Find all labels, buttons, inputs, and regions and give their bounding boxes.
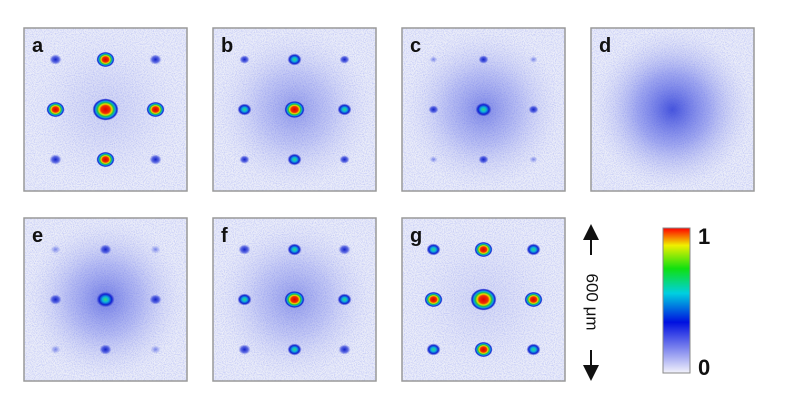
- panel-label: b: [221, 35, 233, 57]
- diffraction-spot: [96, 151, 115, 168]
- diffraction-spot: [46, 101, 65, 118]
- diffraction-spot: [287, 243, 302, 256]
- panel-frame: [212, 27, 377, 192]
- colorbar-min: 0: [698, 355, 710, 380]
- diffraction-spot: [238, 344, 251, 355]
- diffraction-spot: [284, 291, 305, 308]
- diffraction-spot: [238, 244, 251, 255]
- panel: b: [212, 27, 377, 192]
- diffraction-spot: [146, 101, 165, 118]
- panel: g: [401, 217, 566, 382]
- diffraction-spot: [426, 243, 441, 256]
- diffraction-spot: [237, 103, 252, 116]
- panel: f: [212, 217, 377, 382]
- diffraction-spot: [337, 293, 352, 306]
- diffraction-spot: [150, 245, 161, 254]
- scale-label: 600 μm: [583, 273, 602, 330]
- diffraction-spot: [239, 55, 250, 64]
- panel: c: [401, 27, 566, 192]
- colorbar-max: 1: [698, 224, 710, 249]
- diffraction-spot: [424, 291, 443, 308]
- diffraction-spot: [284, 101, 305, 118]
- diffraction-spot: [50, 345, 61, 354]
- diffraction-spot: [426, 343, 441, 356]
- colorbar: 1 0: [662, 224, 710, 380]
- diffraction-spot: [470, 288, 497, 311]
- colorbar-gradient: [662, 227, 691, 374]
- panel: d: [590, 27, 755, 192]
- diffraction-spot: [478, 155, 489, 164]
- panels: a b c d e f g: [23, 27, 755, 382]
- diffraction-spot: [428, 105, 439, 114]
- diffraction-spot: [524, 291, 543, 308]
- panel-label: g: [410, 225, 422, 247]
- diffraction-spot: [339, 55, 350, 64]
- diffraction-spot: [49, 294, 62, 305]
- panel-label: e: [32, 225, 43, 247]
- diffraction-spot: [49, 154, 62, 165]
- diffraction-spot: [96, 51, 115, 68]
- diffraction-spot: [429, 56, 438, 63]
- diffraction-spot: [474, 241, 493, 258]
- scale-bar: 600 μm: [583, 224, 602, 381]
- panel-frame: [23, 217, 188, 382]
- diffraction-spot: [99, 244, 112, 255]
- diffraction-spot: [287, 343, 302, 356]
- diffraction-spot: [287, 153, 302, 166]
- panel-label: f: [221, 225, 228, 247]
- panel-label: a: [32, 35, 44, 57]
- panel: a: [23, 27, 188, 192]
- diffraction-spot: [478, 55, 489, 64]
- diffraction-spot: [337, 103, 352, 116]
- diffraction-spot: [237, 293, 252, 306]
- diffraction-spot: [50, 245, 61, 254]
- diffraction-spot: [338, 244, 351, 255]
- diffraction-spot: [287, 53, 302, 66]
- panel-haze: [592, 29, 753, 190]
- diffraction-spot: [149, 294, 162, 305]
- panel: e: [23, 217, 188, 382]
- panel-frame: [401, 27, 566, 192]
- diffraction-spot: [526, 243, 541, 256]
- diffraction-spot: [96, 291, 115, 308]
- diffraction-spot: [529, 56, 538, 63]
- diffraction-spot: [99, 344, 112, 355]
- diffraction-spot: [150, 345, 161, 354]
- panel-label: d: [599, 35, 611, 57]
- diffraction-spot: [49, 54, 62, 65]
- diffraction-spot: [149, 154, 162, 165]
- diffraction-spot: [528, 105, 539, 114]
- panel-frame: [401, 217, 566, 382]
- diffraction-spot: [339, 155, 350, 164]
- panel-label: c: [410, 35, 421, 57]
- diffraction-spot: [92, 98, 119, 121]
- panel-frame: [212, 217, 377, 382]
- diffraction-spot: [526, 343, 541, 356]
- diffraction-spot: [475, 102, 492, 117]
- panel-frame: [590, 27, 755, 192]
- diffraction-spot: [338, 344, 351, 355]
- diffraction-spot: [239, 155, 250, 164]
- diffraction-spot: [474, 341, 493, 358]
- diffraction-spot: [429, 156, 438, 163]
- diffraction-spot: [149, 54, 162, 65]
- panel-frame: [23, 27, 188, 192]
- diffraction-spot: [529, 156, 538, 163]
